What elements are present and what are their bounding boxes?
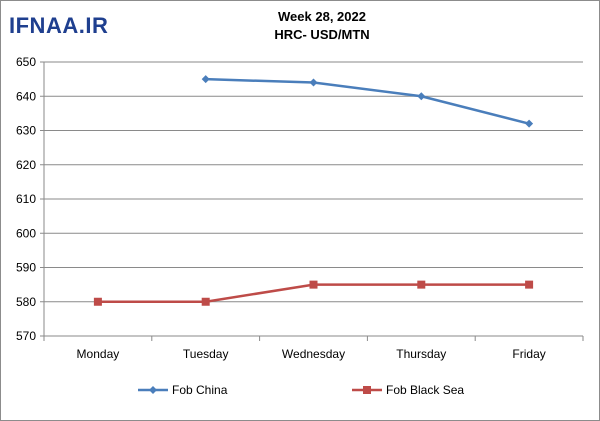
legend: Fob China Fob Black Sea <box>138 383 464 397</box>
y-tick-label: 640 <box>16 89 36 103</box>
data-point <box>201 297 210 306</box>
y-tick-label: 610 <box>16 192 36 206</box>
series-group <box>93 75 534 306</box>
series-fob-black-sea <box>93 280 534 306</box>
data-point <box>201 75 210 84</box>
y-tick-label: 600 <box>16 226 36 240</box>
legend-item: Fob China <box>138 383 228 397</box>
x-tick-label: Thursday <box>396 347 446 361</box>
y-axis-ticks: 570 580 590 600 610 620 630 640 650 <box>16 55 44 343</box>
x-axis-ticks: Monday Tuesday Wednesday Thursday Friday <box>43 336 584 361</box>
series-fob-china <box>201 75 534 128</box>
y-tick-label: 630 <box>16 124 36 138</box>
y-tick-label: 650 <box>16 55 36 69</box>
chart-subtitle: HRC- USD/MTN <box>274 27 369 42</box>
data-point <box>363 386 371 394</box>
ifnaa-logo: IFNAA.IR <box>9 13 108 38</box>
series-line <box>205 77 530 125</box>
x-tick-label: Monday <box>77 347 120 361</box>
data-point <box>309 78 318 87</box>
y-tick-label: 580 <box>16 295 36 309</box>
data-point <box>417 92 426 101</box>
data-point <box>149 386 157 394</box>
data-point <box>525 119 534 128</box>
y-tick-label: 590 <box>16 261 36 275</box>
y-tick-label: 570 <box>16 329 36 343</box>
chart-title: Week 28, 2022 <box>278 9 366 24</box>
legend-label: Fob Black Sea <box>386 383 464 397</box>
x-tick-label: Wednesday <box>282 347 345 361</box>
data-point <box>93 297 102 306</box>
legend-label: Fob China <box>172 383 228 397</box>
data-point <box>417 280 426 289</box>
x-tick-label: Tuesday <box>183 347 229 361</box>
data-point <box>309 280 318 289</box>
y-tick-label: 620 <box>16 158 36 172</box>
gridlines <box>44 61 583 337</box>
data-point <box>525 280 534 289</box>
x-tick-label: Friday <box>512 347 545 361</box>
legend-item: Fob Black Sea <box>352 383 464 397</box>
